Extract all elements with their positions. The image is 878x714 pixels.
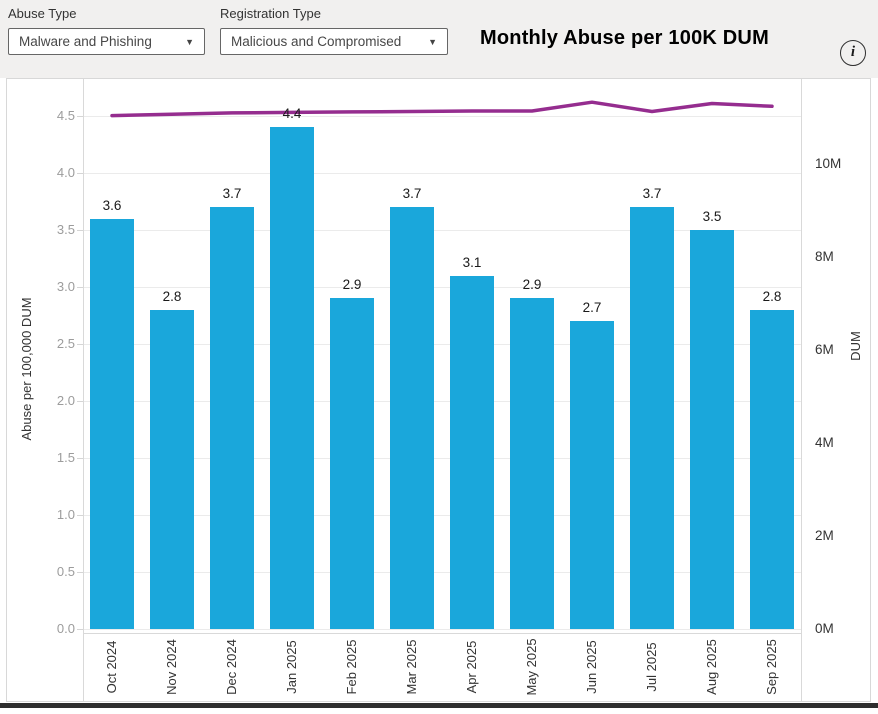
right-axis-tick: 8M <box>815 249 834 264</box>
left-axis-tick: 1.5 <box>56 450 75 465</box>
chevron-down-icon: ▼ <box>185 36 194 47</box>
x-axis-month-label: Oct 2024 <box>104 640 119 694</box>
right-axis-tick: 10M <box>815 156 842 171</box>
gridline <box>83 629 801 630</box>
bar[interactable] <box>510 298 554 629</box>
left-axis-tick: 0.0 <box>56 621 75 636</box>
x-axis-month-label: Sep 2025 <box>764 639 779 695</box>
chart-card: 0.0 0.5 1.0 1.5 2.0 2.5 3.0 3.5 4.0 4.5 0M 2M 4M 6M 8M… <box>6 78 871 702</box>
x-axis-month-label: Jul 2025 <box>644 642 659 692</box>
left-axis-tickmark <box>77 515 83 516</box>
registration-type-value: Malicious and Compromised <box>231 34 402 49</box>
left-axis-tickmark <box>77 287 83 288</box>
abuse-type-value: Malware and Phishing <box>19 34 152 49</box>
right-axis-tick: 2M <box>815 528 834 543</box>
bar[interactable] <box>90 218 134 629</box>
gridline <box>83 458 801 459</box>
axis-line <box>801 79 802 701</box>
left-axis-tickmark <box>77 116 83 117</box>
gridline <box>83 344 801 345</box>
axis-line <box>83 633 801 634</box>
left-axis-tickmark <box>77 344 83 345</box>
right-axis-tick: 6M <box>815 342 834 357</box>
gridline <box>83 401 801 402</box>
x-axis-month-label: Jun 2025 <box>584 640 599 694</box>
gridline <box>83 572 801 573</box>
x-axis-month-label: Feb 2025 <box>344 639 359 695</box>
gridline <box>83 230 801 231</box>
bar-value-label: 3.7 <box>402 186 422 202</box>
bar[interactable] <box>390 207 434 629</box>
bar-value-label: 3.7 <box>222 186 242 202</box>
bar-line-chart: 0.0 0.5 1.0 1.5 2.0 2.5 3.0 3.5 4.0 4.5 0M 2M 4M 6M 8M… <box>7 79 870 702</box>
bar[interactable] <box>450 275 494 629</box>
bottom-divider <box>0 703 878 708</box>
x-axis-month-label: Apr 2025 <box>464 640 479 694</box>
x-axis-month-label: Dec 2024 <box>224 639 239 695</box>
axis-line <box>83 701 801 702</box>
registration-type-label: Registration Type <box>220 6 321 21</box>
left-axis-tick: 2.5 <box>56 336 75 351</box>
gridline <box>83 116 801 117</box>
bar[interactable] <box>330 298 374 629</box>
bar[interactable] <box>750 309 794 629</box>
x-axis-month-label: Mar 2025 <box>404 639 419 695</box>
left-axis-tickmark <box>77 458 83 459</box>
dum-line <box>110 100 774 118</box>
bar-value-label: 2.8 <box>162 288 182 304</box>
left-axis-tick: 2.0 <box>56 393 75 408</box>
info-icon: i <box>850 43 856 60</box>
left-axis-tick: 1.0 <box>56 507 75 522</box>
x-axis-month-label: May 2025 <box>524 638 539 696</box>
x-axis-month-label: Nov 2024 <box>164 639 179 695</box>
x-axis-month-label: Jan 2025 <box>284 640 299 694</box>
bar-value-label: 4.4 <box>282 106 302 122</box>
left-axis-tick: 4.5 <box>56 108 75 123</box>
gridline <box>83 515 801 516</box>
bar-value-label: 2.9 <box>342 277 362 293</box>
bar[interactable] <box>690 230 734 629</box>
right-axis-title: DUM <box>848 331 863 361</box>
left-axis-tick: 0.5 <box>56 564 75 579</box>
bar-value-label: 2.8 <box>762 288 782 304</box>
left-axis-tick: 4.0 <box>56 165 75 180</box>
chevron-down-icon: ▼ <box>428 36 437 47</box>
page-title: Monthly Abuse per 100K DUM <box>480 27 769 49</box>
filter-registration-type: Registration Type Malicious and Compromi… <box>220 6 448 55</box>
right-axis-tick: 4M <box>815 435 834 450</box>
gridline <box>83 287 801 288</box>
gridline <box>83 173 801 174</box>
abuse-type-dropdown[interactable]: Malware and Phishing ▼ <box>8 28 205 55</box>
bar-value-label: 2.7 <box>582 300 602 316</box>
filter-abuse-type: Abuse Type Malware and Phishing ▼ <box>8 6 205 55</box>
bar-value-label: 3.5 <box>702 209 722 224</box>
filter-bar: Abuse Type Malware and Phishing ▼ Regist… <box>0 0 878 78</box>
bar[interactable] <box>570 321 614 629</box>
axis-line <box>83 79 84 701</box>
left-axis-tick: 3.5 <box>56 222 75 237</box>
bar[interactable] <box>630 207 674 629</box>
left-axis-tickmark <box>77 572 83 573</box>
info-button[interactable]: i <box>840 40 866 66</box>
left-axis-tick: 3.0 <box>56 279 75 294</box>
left-axis-tickmark <box>77 173 83 174</box>
left-axis-tickmark <box>77 230 83 231</box>
bar-value-label: 2.9 <box>522 277 542 293</box>
bar-value-label: 3.1 <box>462 254 482 270</box>
abuse-type-label: Abuse Type <box>8 6 77 21</box>
left-axis-tickmark <box>77 629 83 630</box>
bar-value-label: 3.6 <box>102 197 122 213</box>
left-axis-title: Abuse per 100,000 DUM <box>19 297 34 441</box>
bar-value-label: 3.7 <box>642 186 662 202</box>
right-axis-tick: 0M <box>815 621 834 636</box>
left-axis-tickmark <box>77 401 83 402</box>
bar[interactable] <box>210 207 254 629</box>
bar[interactable] <box>270 127 314 629</box>
bar[interactable] <box>150 309 194 629</box>
x-axis-month-label: Aug 2025 <box>704 639 719 695</box>
registration-type-dropdown[interactable]: Malicious and Compromised ▼ <box>220 28 448 55</box>
